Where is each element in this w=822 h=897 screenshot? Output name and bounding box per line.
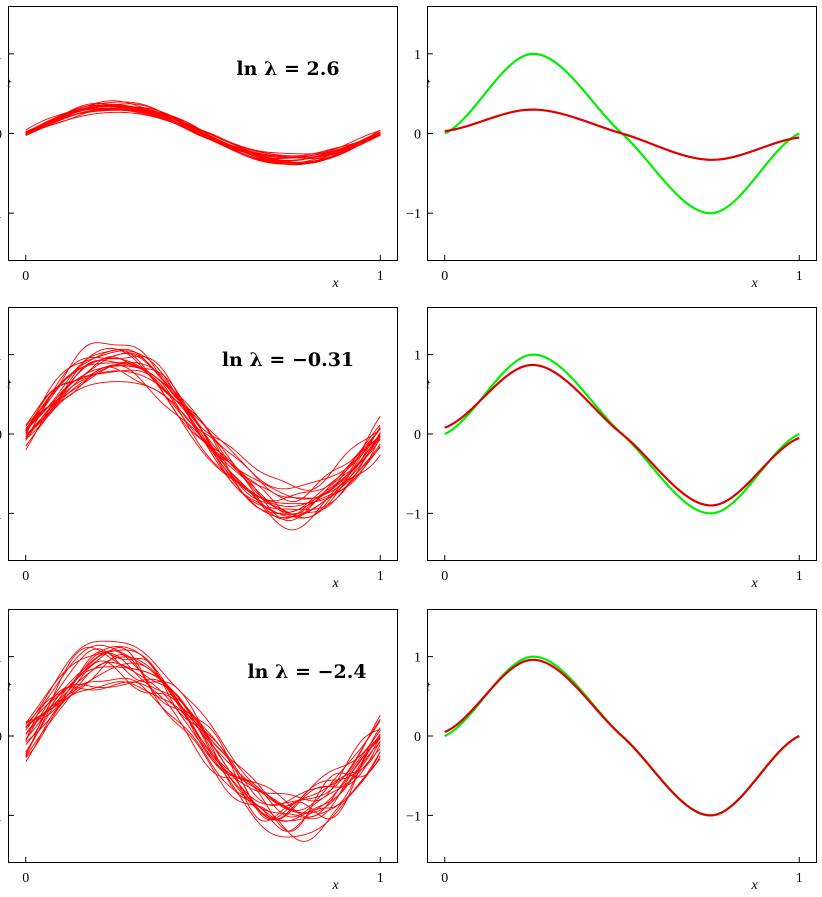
x-tick-label: 0 [441,569,448,584]
y-tick-label: 0 [0,428,2,443]
x-tick-label: 1 [796,269,803,284]
fit-line-11 [25,366,381,502]
x-tick-label: 0 [441,269,448,284]
y-tick-label: 0 [0,730,2,745]
fit-line-14 [25,661,381,838]
panel-left-row-1: −1 0 1 0 1 x t ln λ = −0.31 [0,307,398,591]
fit-line-12 [25,369,381,531]
fit-line-18 [25,355,381,522]
y-tick-label: −1 [406,507,421,522]
curves [444,353,800,515]
fit-line-1 [25,677,381,822]
x-tick-label: 1 [377,269,384,284]
fit-line-0 [25,646,381,820]
panel-right-row-2: −1 0 1 0 1 x t [406,609,817,893]
y-tick-label: 1 [414,651,421,666]
y-tick-label: 0 [414,428,421,443]
x-tick-label: 1 [377,871,384,886]
x-axis-label: x [331,878,339,893]
fit-line-15 [25,364,381,491]
y-tick-label: −1 [406,207,421,222]
panel-right-row-1: −1 0 1 0 1 x t [406,307,817,591]
x-tick-label: 1 [377,569,384,584]
fit-line-7 [25,656,381,814]
fit-line-17 [25,650,381,820]
fit-line-15 [25,109,381,159]
x-tick-label: 0 [22,871,29,886]
panel-left-row-2: −1 0 1 0 1 x t ln λ = −2.4 [0,609,398,893]
fit-line-16 [25,678,381,818]
fit-line-19 [25,107,381,158]
fit-line-10 [25,362,381,519]
lambda-annotation: ln λ = −2.4 [247,661,366,683]
y-tick-label: 1 [414,48,421,63]
x-tick-label: 0 [22,269,29,284]
panel-left-row-0: −1 0 1 0 1 x t ln λ = 2.6 [0,6,398,291]
fit-line-2 [25,681,381,818]
average-fit-line [444,658,800,817]
x-axis-label: x [331,576,339,591]
y-axis-label: t [7,377,12,392]
fit-line-5 [25,349,381,518]
fit-line-16 [25,350,381,520]
y-tick-label: 0 [414,128,421,143]
y-tick-label: 1 [0,48,2,63]
y-tick-label: −1 [0,207,2,222]
x-tick-label: 0 [22,569,29,584]
lambda-annotation: ln λ = 2.6 [236,58,339,80]
x-tick-label: 1 [796,569,803,584]
y-tick-label: −1 [0,507,2,522]
fit-line-19 [25,365,381,490]
x-axis-label: x [750,276,758,291]
curves [25,640,381,842]
y-tick-label: −1 [406,809,421,824]
fit-line-18 [25,648,381,821]
lambda-annotation: ln λ = −0.31 [222,349,354,371]
fit-line-14 [25,105,381,161]
curves [25,100,381,166]
fit-line-5 [25,640,381,811]
plot-frame [8,307,398,561]
fit-line-12 [25,644,381,806]
fit-line-19 [25,649,381,806]
curves [444,655,800,817]
y-axis-label: t [7,679,12,694]
fit-line-1 [25,370,381,518]
average-fit-line [444,108,800,161]
fit-line-14 [25,359,381,519]
fit-line-9 [25,381,381,505]
fit-line-7 [25,342,381,515]
fit-line-13 [25,660,381,802]
panel-right-row-0: −1 0 1 0 1 x t [406,6,817,291]
curves [444,52,800,215]
y-axis-label: t [7,77,12,92]
y-axis-label: t [426,77,431,92]
y-tick-label: 1 [0,349,2,364]
x-axis-label: x [750,878,758,893]
x-tick-label: 1 [796,871,803,886]
y-axis-label: t [426,679,431,694]
y-tick-label: −1 [0,809,2,824]
y-tick-label: 0 [0,128,2,143]
y-tick-label: 1 [414,349,421,364]
y-axis-label: t [426,377,431,392]
y-tick-label: 0 [414,730,421,745]
curves [25,342,381,531]
fit-line-8 [25,651,381,832]
x-axis-label: x [750,576,758,591]
x-axis-label: x [331,276,339,291]
fit-line-10 [25,681,381,832]
x-tick-label: 0 [441,871,448,886]
average-fit-line [444,363,800,507]
y-tick-label: 1 [0,651,2,666]
